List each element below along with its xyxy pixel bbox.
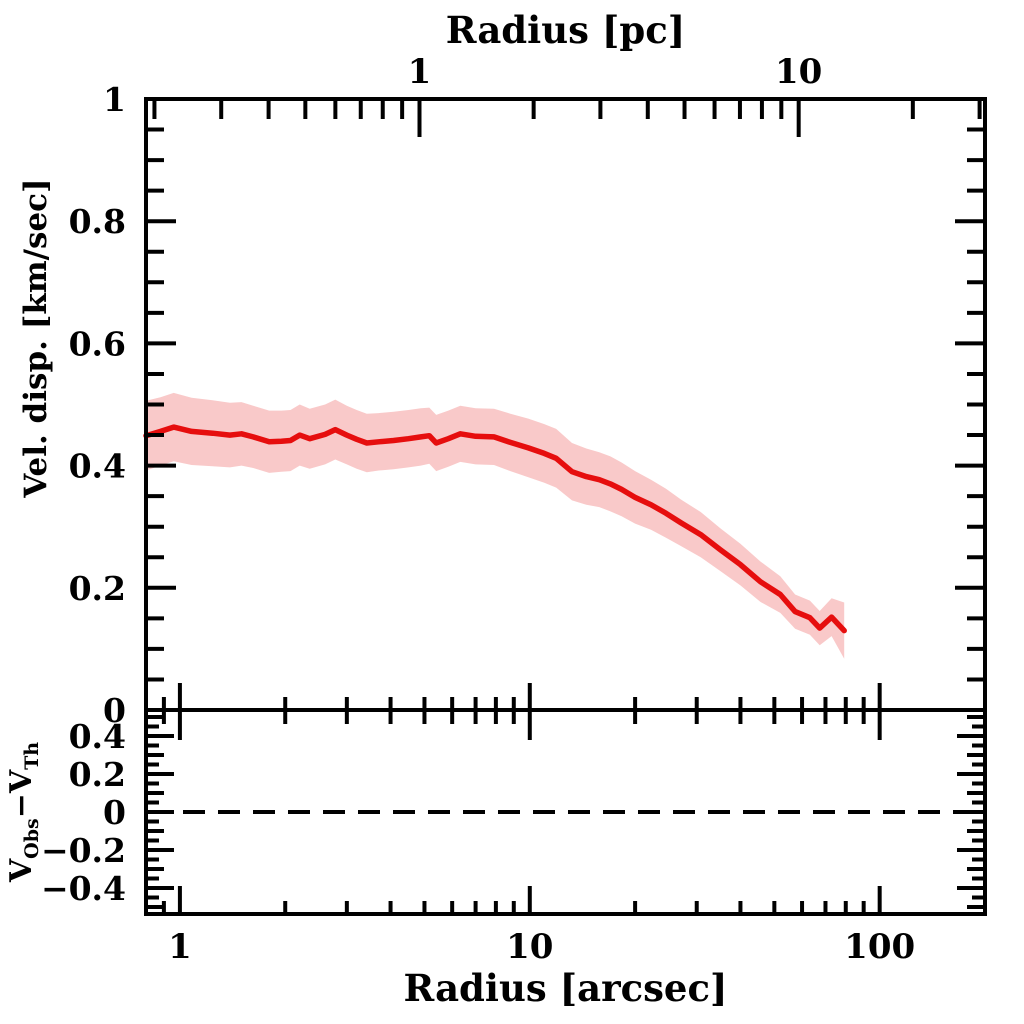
top-x-tick-labels: 1 10 [408,52,823,92]
svg-text:0.6: 0.6 [69,324,126,363]
svg-text:−0.2: −0.2 [41,831,126,870]
residual-label-th-subscript: Th [21,741,43,770]
residual-label-minus-v: −V [4,769,39,819]
bottom-x-tick-labels: 1 10 100 [168,927,915,967]
svg-text:0: 0 [103,793,126,832]
svg-text:0.2: 0.2 [69,755,126,794]
svg-text:1: 1 [168,927,192,967]
svg-text:1: 1 [103,80,126,119]
residual-y-tick-labels: 0.40.20−0.2−0.4 [41,717,126,908]
svg-text:0.8: 0.8 [69,202,126,241]
svg-text:0: 0 [103,691,126,730]
x-axis-ticks [161,683,882,914]
svg-text:0.4: 0.4 [69,447,126,486]
svg-text:0.4: 0.4 [69,717,126,756]
top-axis-ticks [152,99,982,137]
main-y-axis-title: Vel. disp. [km/sec] [18,178,54,498]
residual-y-axis-title: VObs−VTh [1,662,43,962]
velocity-curve [143,424,847,634]
main-y-tick-labels: 0 0.2 0.4 0.6 0.8 1 [69,80,126,730]
residual-y-ticks [146,715,985,909]
main-panel-frame [144,97,987,712]
svg-text:−0.4: −0.4 [41,869,126,908]
main-y-ticks [146,97,985,712]
svg-text:0.2: 0.2 [69,569,126,608]
residual-label-obs-subscript: Obs [21,818,43,859]
panel-frames [144,97,987,916]
bottom-axis-title: Radius [arcsec] [403,966,728,1010]
svg-text:1: 1 [408,52,432,92]
svg-text:10: 10 [506,927,553,967]
svg-text:10: 10 [775,52,822,92]
svg-text:100: 100 [844,927,915,967]
residual-label-v-obs: V [4,858,39,883]
error-band [146,392,845,659]
top-axis-title: Radius [pc] [445,8,686,52]
